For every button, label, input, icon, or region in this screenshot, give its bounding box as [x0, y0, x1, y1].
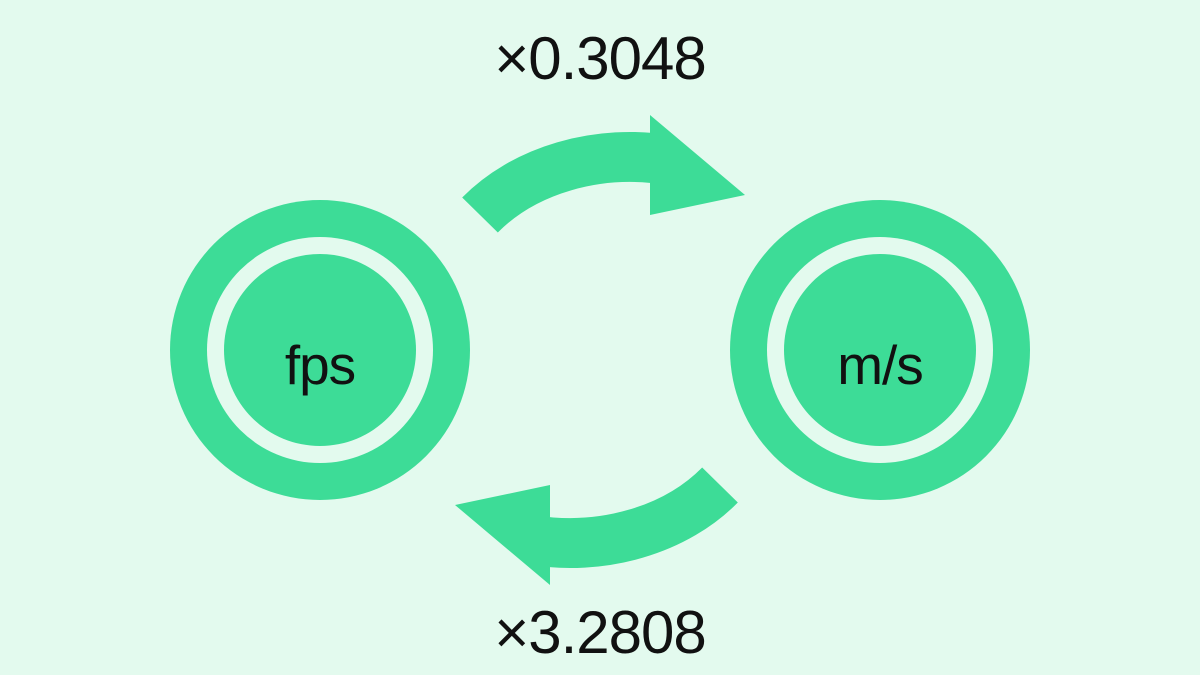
right-unit-node: m/s — [730, 200, 1030, 500]
left-unit-label: fps — [285, 334, 355, 396]
diagram-svg: fps m/s — [0, 0, 1200, 675]
conversion-diagram: ×0.3048 fps m/s ×3.2808 — [0, 0, 1200, 675]
bottom-conversion-factor: ×3.2808 — [0, 598, 1200, 667]
right-unit-label: m/s — [837, 334, 923, 396]
arrow-top-icon — [480, 115, 745, 215]
left-unit-node: fps — [170, 200, 470, 500]
arrow-bottom-icon — [455, 485, 720, 585]
